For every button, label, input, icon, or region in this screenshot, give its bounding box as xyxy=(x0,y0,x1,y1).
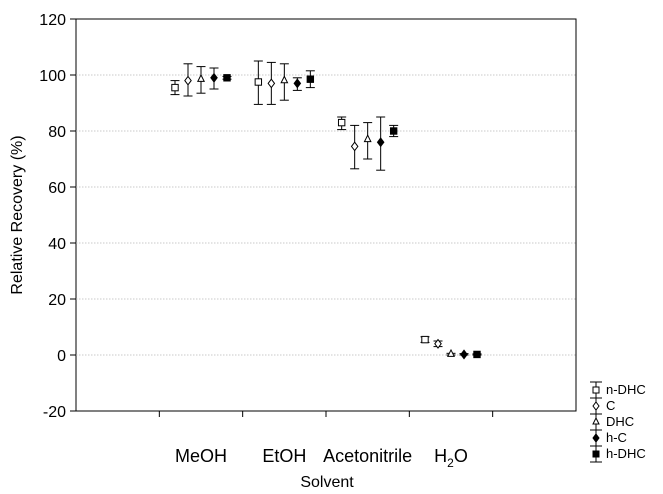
legend-item: h-C xyxy=(590,429,627,447)
x-axis: MeOH EtOH Acetonitrile H2O xyxy=(158,411,494,470)
data-point xyxy=(376,137,385,148)
data-point xyxy=(171,83,179,92)
y-axis: -20 0 20 40 60 80 100 120 xyxy=(39,12,76,421)
y-tick-label: -20 xyxy=(43,404,66,421)
y-tick-label: 60 xyxy=(48,180,66,197)
data-point xyxy=(184,75,192,86)
series-n-DHC xyxy=(170,60,430,344)
y-tick-label: 0 xyxy=(57,348,66,365)
legend-marker xyxy=(592,433,600,443)
series-h-C xyxy=(209,67,469,360)
y-tick-label: 120 xyxy=(39,12,66,29)
legend-label: C xyxy=(606,398,615,413)
x-tick-label: MeOH xyxy=(175,446,227,466)
plot-frame xyxy=(75,18,577,412)
data-point xyxy=(223,74,231,82)
series-group xyxy=(170,60,482,360)
y-axis-title: Relative Recovery (%) xyxy=(9,135,26,294)
x-axis-title: Solvent xyxy=(300,474,354,491)
legend-item: DHC xyxy=(590,413,634,431)
data-point xyxy=(337,118,346,127)
legend-marker xyxy=(592,386,600,394)
data-point xyxy=(363,134,372,143)
data-point xyxy=(196,73,206,82)
data-point xyxy=(473,350,481,359)
legend-marker xyxy=(592,450,600,458)
y-tick-label: 100 xyxy=(39,68,66,85)
legend-label: n-DHC xyxy=(606,382,646,397)
legend-item: C xyxy=(590,397,615,415)
x-tick-label: EtOH xyxy=(262,446,306,466)
legend-label: h-C xyxy=(606,430,627,445)
series-h-DHC xyxy=(222,70,482,359)
data-point xyxy=(267,78,276,89)
legend-marker xyxy=(592,401,600,411)
data-point xyxy=(446,348,456,357)
series-DHC xyxy=(196,63,456,357)
legend-marker xyxy=(592,416,600,425)
data-point xyxy=(306,75,315,83)
legend-item: n-DHC xyxy=(590,381,646,399)
data-point xyxy=(280,75,289,84)
y-tick-label: 80 xyxy=(48,124,66,141)
grid xyxy=(76,74,576,356)
data-point xyxy=(350,141,359,152)
y-tick-label: 40 xyxy=(48,236,66,253)
plot-area: -20 0 20 40 60 80 100 120 MeOH EtOH Acetonitrile H… xyxy=(39,12,577,470)
x-tick-label: Acetonitrile xyxy=(323,446,412,466)
data-point xyxy=(293,78,302,89)
legend-label: DHC xyxy=(606,414,634,429)
legend-label: h-DHC xyxy=(606,446,646,461)
data-point xyxy=(434,338,442,349)
y-tick-label: 20 xyxy=(48,292,66,309)
legend-item: h-DHC xyxy=(590,445,646,463)
x-tick-label: H2O xyxy=(434,446,468,470)
data-point xyxy=(389,127,398,135)
data-point xyxy=(254,78,263,86)
series-C xyxy=(183,61,443,349)
data-point xyxy=(421,335,429,344)
data-point xyxy=(460,349,468,360)
data-point xyxy=(210,72,218,83)
